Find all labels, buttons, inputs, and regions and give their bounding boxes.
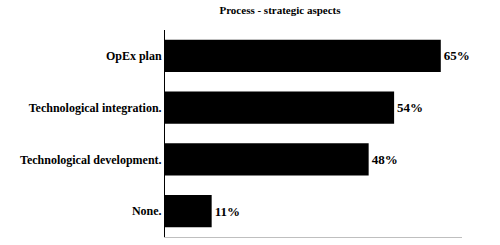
svg-text:65%: 65% xyxy=(444,48,470,63)
svg-text:OpEx plan: OpEx plan xyxy=(106,49,162,63)
svg-text:Process - strategic aspects: Process - strategic aspects xyxy=(219,4,341,16)
svg-text:54%: 54% xyxy=(397,100,423,115)
svg-text:None.: None. xyxy=(132,204,162,218)
svg-text:48%: 48% xyxy=(372,152,398,167)
svg-text:11%: 11% xyxy=(215,204,240,219)
svg-text:Technological integration.: Technological integration. xyxy=(29,101,162,115)
svg-text:Technological development.: Technological development. xyxy=(20,153,162,167)
